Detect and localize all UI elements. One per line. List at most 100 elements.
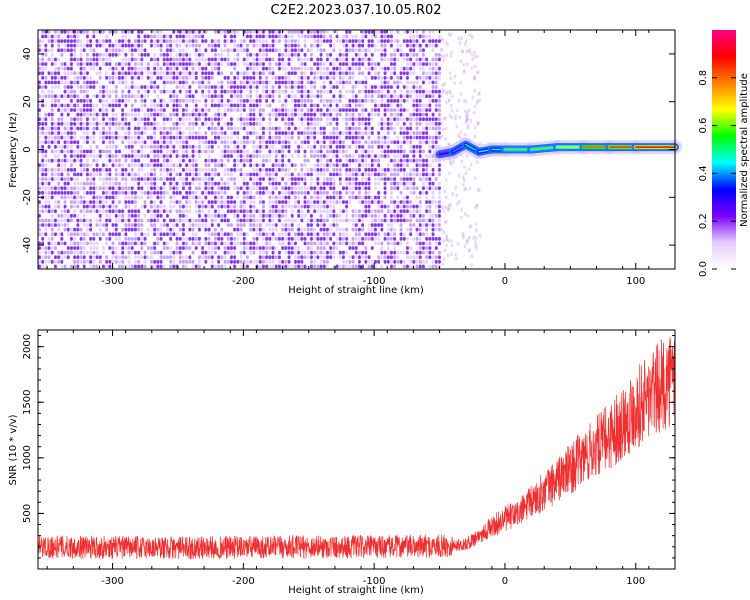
spectrogram-cell	[310, 57, 313, 62]
spectrogram-cell	[428, 186, 432, 191]
spectrogram-cell	[121, 71, 125, 76]
spectrogram-cell	[57, 140, 61, 145]
spectrogram-cell	[130, 227, 134, 232]
spectrogram-cell	[268, 214, 272, 218]
spectrogram-cell	[431, 99, 435, 103]
spectrogram-cell	[92, 181, 96, 186]
spectrogram-cell	[92, 62, 96, 66]
spectrogram-cell	[95, 112, 99, 117]
spectrogram-cell	[351, 34, 355, 39]
spectrogram-cell	[386, 99, 390, 103]
spectrogram-cell	[383, 39, 387, 43]
spectrogram-cell	[82, 112, 86, 117]
spectrogram-cell	[175, 76, 179, 80]
spectrogram-cell	[73, 140, 77, 145]
spectrogram-cell	[41, 66, 45, 71]
spectrogram-cell	[335, 191, 339, 195]
spectrogram-cell	[137, 227, 141, 232]
spectrogram-cell	[374, 85, 377, 89]
spectrogram-cell	[422, 181, 425, 186]
spectrogram-cell	[150, 195, 153, 200]
spectrogram-cell	[82, 154, 86, 158]
spectrogram-cell	[153, 186, 157, 191]
spectrogram-cell	[451, 192, 454, 196]
spectrogram-cell	[73, 255, 77, 260]
spectrogram-cell	[220, 214, 224, 218]
spectrogram-cell	[310, 260, 313, 264]
spectrogram-cell	[345, 145, 349, 149]
spectrogram-cell	[358, 255, 361, 260]
spectrogram-cell	[198, 34, 201, 39]
spectrogram-cell	[338, 112, 342, 117]
spectrogram-cell	[124, 186, 128, 191]
spectrogram-cell	[281, 214, 285, 218]
spectrogram-cell	[76, 149, 80, 154]
spectrogram-cell	[290, 246, 294, 250]
spectrogram-cell	[63, 218, 67, 223]
spectrogram-cell	[146, 218, 150, 223]
spectrogram-cell	[322, 135, 326, 140]
spectrogram-cell	[50, 103, 54, 108]
spectrogram-cell	[226, 126, 230, 131]
spectrogram-cell	[440, 227, 443, 232]
spectrogram-cell	[70, 195, 73, 200]
spectrogram-cell	[124, 145, 128, 149]
spectrogram-cell	[230, 172, 233, 177]
spectrogram-cell	[422, 71, 425, 76]
spectrogram-cell	[399, 204, 403, 209]
spectrogram-cell	[223, 154, 227, 158]
spectrogram-cell	[194, 108, 198, 112]
spectrogram-cell	[236, 76, 240, 80]
spectrogram-cell	[396, 117, 400, 122]
spectrogram-cell	[364, 99, 368, 103]
spectrogram-cell	[274, 76, 278, 80]
spectrogram-cell	[214, 94, 217, 99]
spectrogram-cell	[124, 168, 128, 172]
spectrogram-cell	[390, 172, 393, 177]
spectrogram-cell	[146, 177, 150, 181]
spectrogram-cell	[335, 112, 339, 117]
spectrogram-cell	[386, 145, 390, 149]
spectrogram-cell	[383, 260, 387, 264]
spectrogram-cell	[271, 255, 275, 260]
spectrogram-cell	[342, 260, 345, 264]
spectrogram-cell	[418, 94, 422, 99]
spectrogram-cell	[130, 191, 134, 195]
spectrogram-cell	[354, 145, 358, 149]
spectrogram-cell	[220, 140, 224, 145]
spectrogram-cell	[338, 57, 342, 62]
spectrogram-cell	[338, 62, 342, 66]
spectrogram-cell	[150, 112, 153, 117]
spectrogram-cell	[422, 126, 425, 131]
spectrogram-cell	[412, 149, 416, 154]
spectrogram-cell	[207, 241, 211, 246]
spectrogram-cell	[271, 126, 275, 131]
spectrogram-cell	[364, 186, 368, 191]
spectrogram-cell	[63, 154, 67, 158]
spectrogram-cell	[383, 66, 387, 71]
spectrogram-cell	[188, 209, 192, 214]
spectrogram-cell	[294, 108, 297, 112]
spectrogram-cell	[223, 264, 227, 269]
spectrogram-cell	[412, 135, 416, 140]
spectrogram-cell	[268, 227, 272, 232]
spectrogram-cells	[38, 30, 482, 272]
spectrogram-cell	[41, 145, 45, 149]
spectrogram-cell	[204, 218, 208, 223]
spectrogram-cell	[345, 237, 349, 241]
spectrogram-cell	[431, 158, 435, 163]
spectrogram-cell	[86, 250, 89, 255]
spectrogram-cell	[345, 181, 349, 186]
spectrogram-cell	[431, 135, 435, 140]
spectrogram-cell	[54, 80, 57, 85]
spectrogram-cell	[143, 85, 147, 89]
spectrogram-cell	[54, 255, 57, 260]
spectrogram-cell	[204, 250, 208, 255]
spectrogram-cell	[230, 131, 233, 135]
spectrogram-cell	[249, 34, 253, 39]
spectrogram-cell	[425, 126, 429, 131]
spectrogram-cell	[258, 172, 262, 177]
spectrogram-cell	[431, 62, 435, 66]
spectrogram-cell	[63, 209, 67, 214]
spectrogram-cell	[418, 145, 422, 149]
